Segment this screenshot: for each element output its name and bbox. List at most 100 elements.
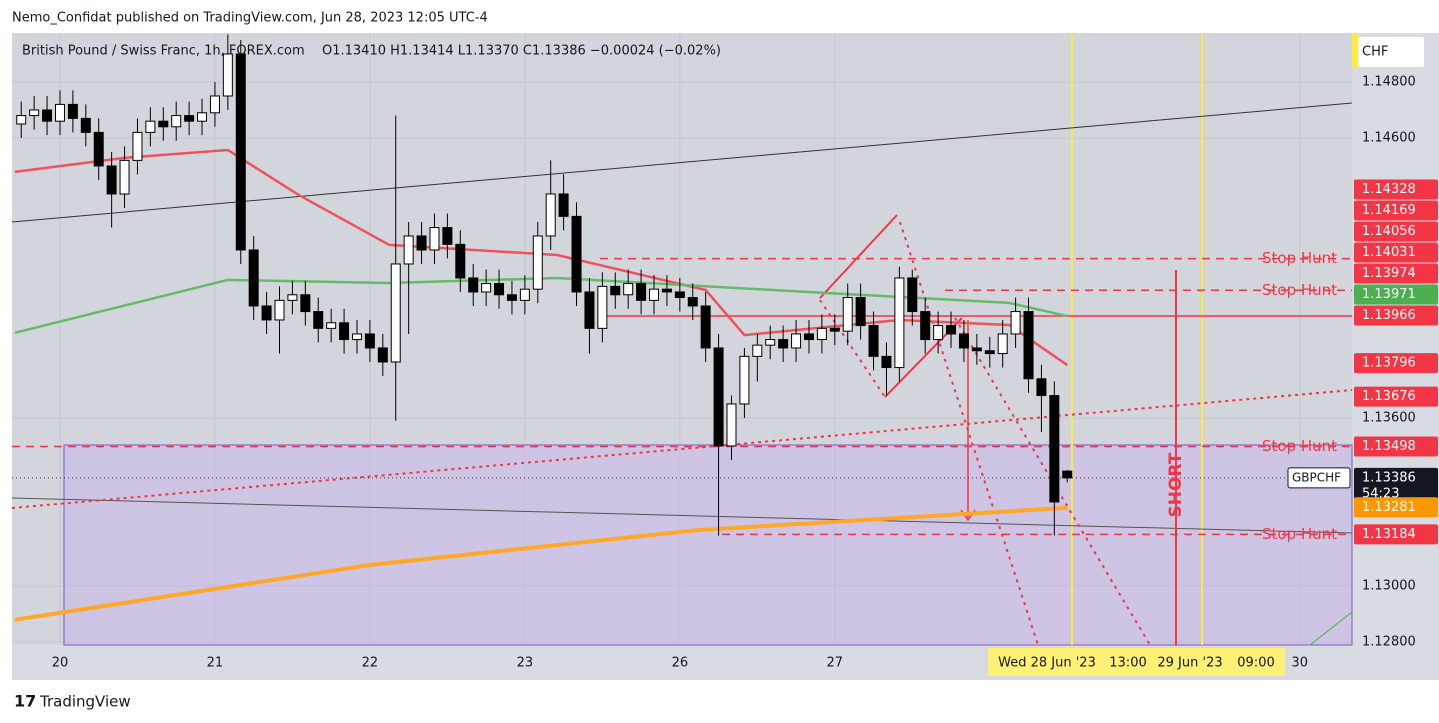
price-label: 1.13971 [1362,287,1416,302]
candle-body [442,227,453,245]
candle-body [803,333,814,341]
symbol-box [1287,467,1351,489]
moving-average [14,276,1068,335]
price-label-box [1354,436,1438,457]
candle-body [222,53,233,97]
price-label-box [1354,284,1438,305]
candle-body [481,283,492,293]
x-tick-label: 22 [362,656,379,671]
candle-body [29,109,40,117]
candle-body [842,297,853,332]
plot-background [12,33,1352,645]
candle-body [16,115,27,125]
price-label-box [1354,263,1438,284]
time-label: Wed 28 Jun '23 [998,656,1096,671]
currency-box [1358,37,1424,67]
symbol-label: GBPCHF [1292,470,1341,484]
price-label-box [1354,221,1438,242]
stop-hunt-label: Stop Hunt [1262,249,1337,267]
x-tick-label: 27 [827,656,844,671]
candle-body [42,109,53,122]
price-label-box [1354,179,1438,200]
price-label-box [1354,386,1438,407]
candle-body [1023,311,1034,380]
chart-title: British Pound / Swiss Franc, 1h, FOREX.c… [22,44,305,59]
stop-hunt-label: Stop Hunt [1262,437,1337,455]
candle-body [933,325,944,341]
y-tick-label: 1.14800 [1362,74,1416,89]
candle-body [894,277,905,369]
candle-body [326,322,337,329]
candle-body [610,285,621,296]
candle-body [661,288,672,293]
candle-body [881,355,892,369]
candle-body [816,327,827,341]
candle-body [791,333,802,349]
candle-body [300,294,311,313]
price-label-box [1354,353,1438,374]
x-tick-label: 30 [1291,656,1308,671]
candle-body [855,297,866,327]
candle-body [67,103,78,119]
candle-body [997,333,1008,355]
moving-average [14,505,1068,622]
candle-body [80,117,91,133]
price-label-box [1354,524,1438,545]
candle-body [429,227,440,251]
candle-body [971,347,982,352]
candle-body [829,327,840,332]
time-label: 13:00 [1109,656,1146,671]
price-label-box [1354,305,1438,326]
ohlc-legend: O1.13410 H1.13414 L1.13370 C1.13386 −0.0… [322,44,721,59]
price-label: 1.13281 [1362,500,1416,515]
candle-body [506,294,517,301]
price-label-box [1354,242,1438,263]
candle-body [171,115,182,128]
moving-average [14,148,1068,367]
dotted-channel [899,221,1039,646]
price-label: 1.13974 [1362,266,1416,281]
candle-body [119,159,130,195]
currency: CHF [1362,45,1388,60]
price-label: 1.14031 [1362,245,1416,260]
candle-body [455,243,466,279]
candle-body [377,347,388,363]
price-label: 1.13796 [1362,356,1416,371]
candle-body [713,347,724,447]
candle-body [351,333,362,341]
time-label: 09:00 [1237,656,1274,671]
candle-body [674,291,685,299]
candle-body [868,325,879,357]
price-label-box [1354,497,1438,518]
pattern-line [819,214,898,299]
price-label-box [1354,200,1438,221]
candle-body [197,112,208,122]
candle-body [248,249,259,307]
candle-body [519,288,530,301]
dotted-channel [819,299,886,398]
candle-body [1049,395,1060,503]
candle-body [545,193,556,237]
price-label: 1.14056 [1362,224,1416,239]
candle-body [726,403,737,447]
publisher-line: Nemo_Confidat published on TradingView.c… [12,11,488,26]
trendline [11,497,1353,534]
y-tick-label: 1.14600 [1362,130,1416,145]
candle-body [494,283,505,296]
candle-body [274,299,285,321]
candle-body [765,339,776,346]
candle-body [584,291,595,329]
candle-body [778,339,789,349]
x-tick-label: 23 [517,656,534,671]
candle-body [958,333,969,349]
candle-body [339,322,350,341]
stop-hunt-label: Stop Hunt [1262,281,1337,299]
candle-body [261,305,272,321]
candle-body [184,115,195,122]
candle-body [313,311,324,329]
x-tick-label: 20 [52,656,69,671]
candle-body [364,333,375,349]
candle-body [235,53,246,251]
price-label: 1.13966 [1362,308,1416,323]
